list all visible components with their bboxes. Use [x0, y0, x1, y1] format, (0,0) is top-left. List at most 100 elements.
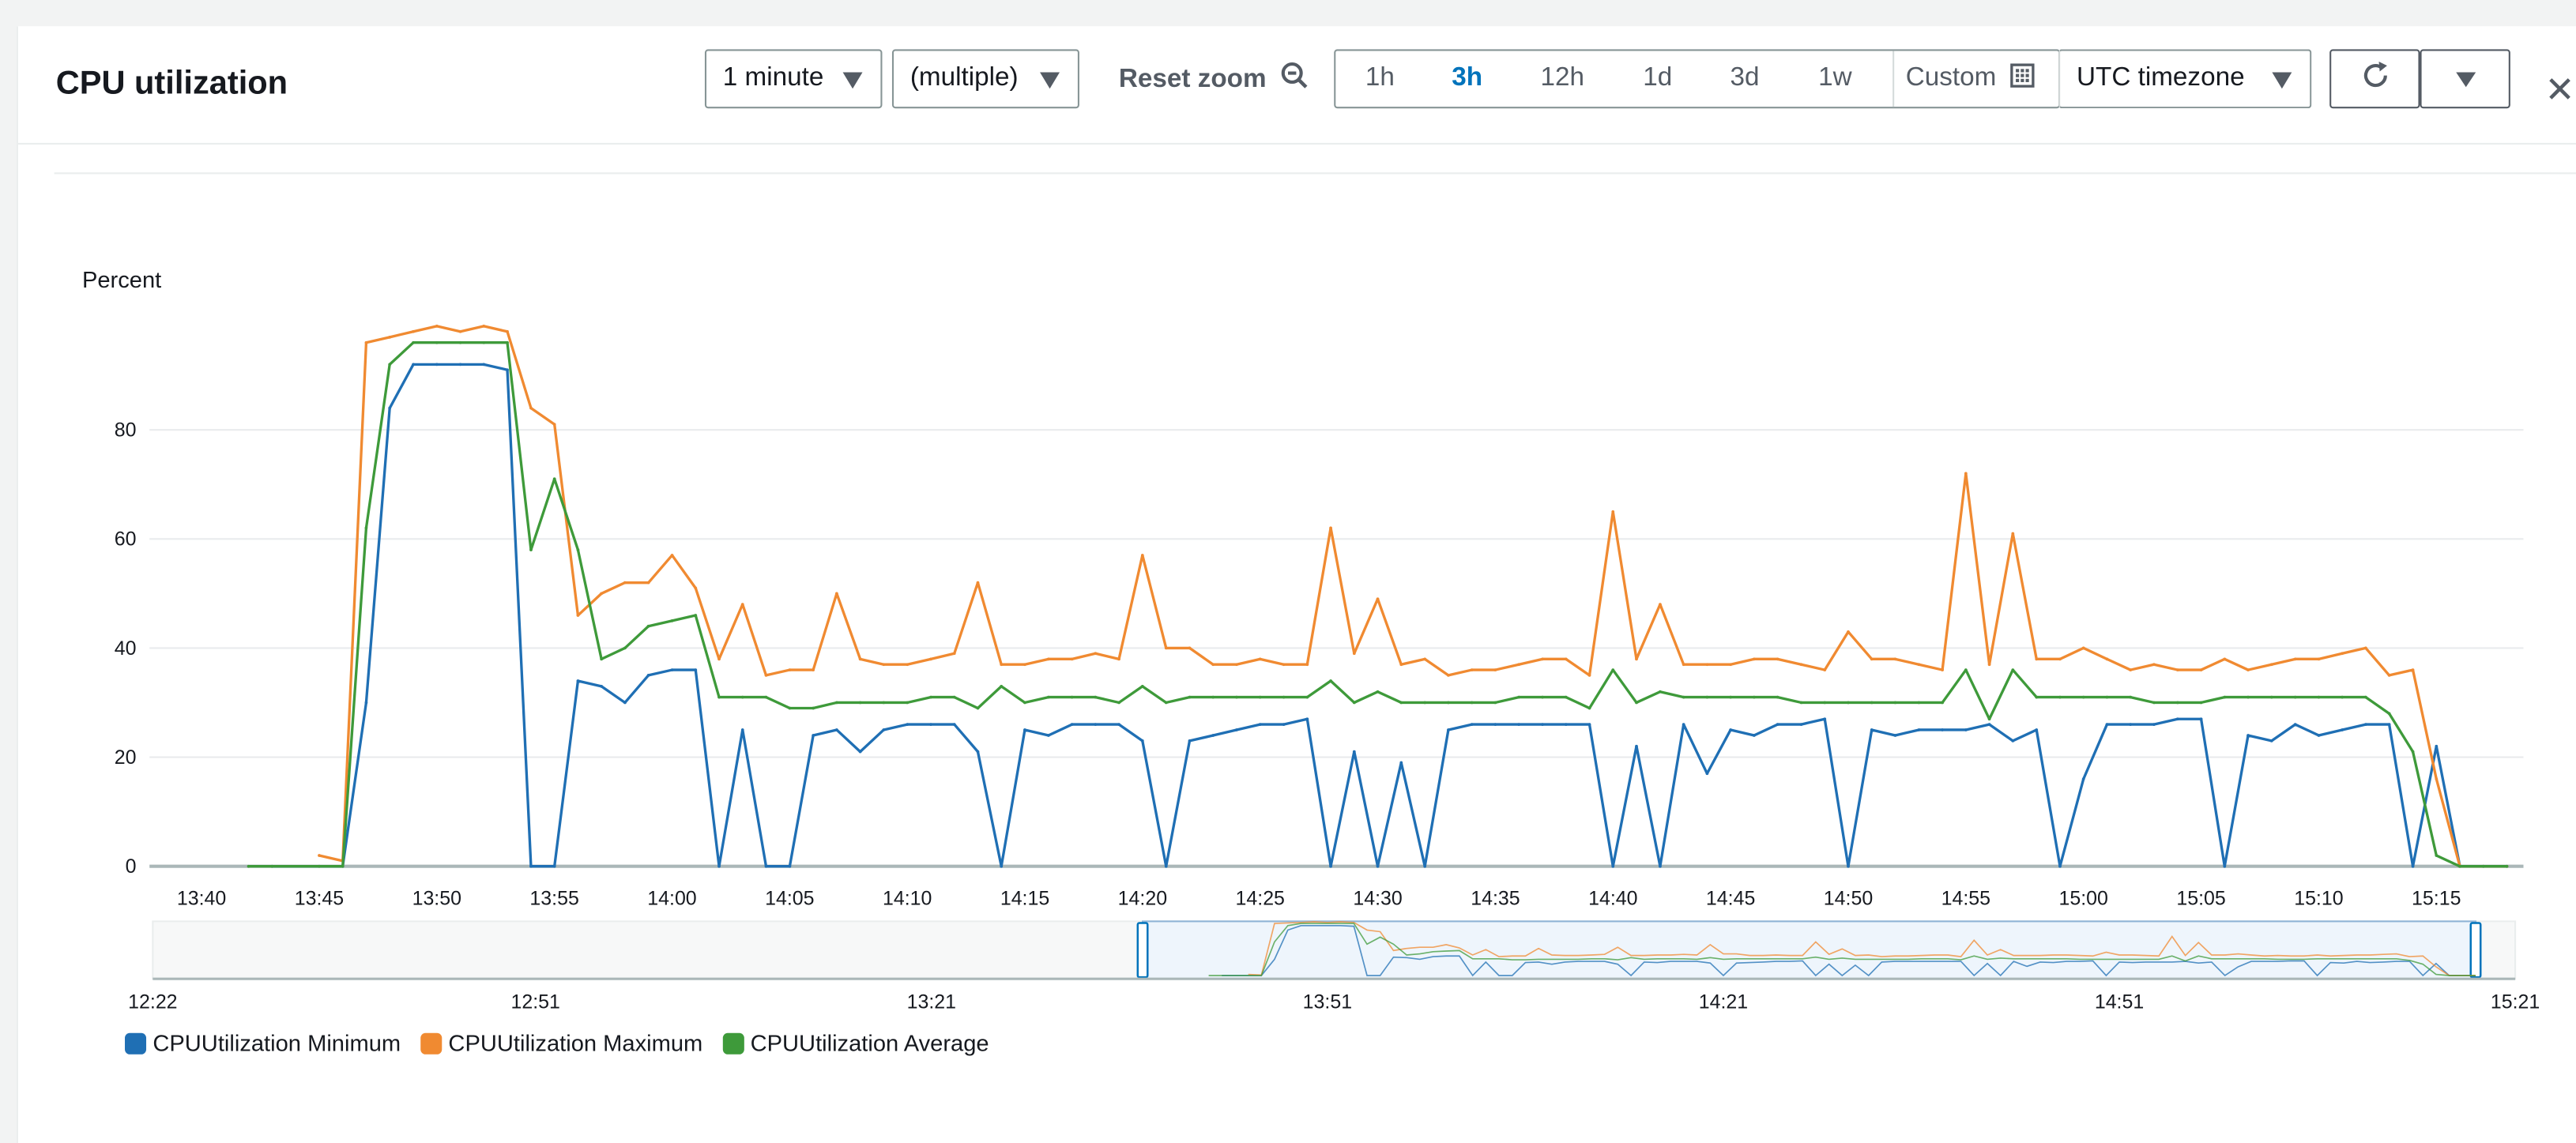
data-point-maximum	[1799, 663, 1803, 667]
data-point-maximum	[1752, 657, 1756, 661]
refresh-icon	[2359, 58, 2392, 100]
zoom-navigator[interactable]: 12:22 12:51 13:21 13:51 14:21 14:51 15:21	[18, 26, 2576, 1013]
legend-item-minimum[interactable]: CPUUtilization Minimum	[125, 1030, 401, 1056]
data-point-minimum	[458, 363, 462, 367]
y-tick-label: 20	[115, 746, 137, 769]
data-point-average	[2199, 701, 2203, 705]
data-point-average	[788, 706, 792, 710]
data-point-minimum	[2293, 723, 2297, 726]
series-line-minimum	[272, 363, 2507, 868]
data-point-average	[1164, 701, 1168, 705]
data-point-minimum	[1094, 723, 1098, 726]
data-point-minimum	[976, 750, 980, 754]
data-point-maximum	[2317, 657, 2321, 661]
x-tick-label: 14:00	[647, 888, 696, 910]
data-point-minimum	[1376, 864, 1380, 868]
data-point-minimum	[2341, 728, 2344, 731]
x-tick-label: 14:40	[1588, 888, 1637, 910]
data-point-maximum	[1470, 668, 1474, 671]
legend-item-maximum[interactable]: CPUUtilization Maximum	[420, 1030, 702, 1056]
data-point-average	[1117, 701, 1120, 705]
data-point-maximum	[1258, 657, 1262, 661]
data-point-minimum	[882, 728, 886, 731]
data-point-maximum	[835, 592, 838, 596]
data-point-average	[1587, 706, 1591, 710]
data-point-average	[1917, 701, 1921, 705]
x-tick-label: 14:50	[1824, 888, 1873, 910]
range-1h[interactable]: 1h	[1365, 64, 1395, 92]
data-point-minimum	[1870, 728, 1874, 731]
data-point-minimum	[764, 864, 768, 868]
data-point-maximum	[1517, 663, 1520, 667]
data-point-average	[2246, 695, 2250, 699]
statistic-select[interactable]: (multiple)	[891, 49, 1079, 109]
data-point-maximum	[1305, 663, 1309, 667]
data-point-average	[906, 701, 910, 705]
data-point-maximum	[858, 657, 862, 661]
navigator-tick-label: 14:21	[1699, 991, 1748, 1013]
custom-range-button[interactable]: Custom	[1892, 51, 2036, 107]
x-tick-label: 13:45	[295, 888, 344, 910]
data-point-average	[2481, 864, 2485, 868]
data-point-maximum	[2105, 657, 2109, 661]
close-icon[interactable]: ✕	[2544, 69, 2575, 111]
x-tick-label: 14:20	[1118, 888, 1167, 910]
refresh-button[interactable]	[2329, 49, 2420, 109]
data-point-minimum	[1564, 723, 1568, 726]
data-point-minimum	[1023, 728, 1026, 731]
data-point-average	[2458, 864, 2461, 868]
reset-zoom-button[interactable]: Reset zoom	[1119, 61, 1309, 99]
data-point-maximum	[552, 423, 556, 427]
data-point-minimum	[1987, 723, 1991, 726]
range-3d[interactable]: 3d	[1730, 64, 1760, 92]
cpu-utilization-chart[interactable]: 0 20 40 60 80 13:40 13:45 13:50 13:55 14:00 14:05 1…	[18, 26, 2576, 913]
data-point-minimum	[2364, 723, 2367, 726]
data-point-maximum	[2246, 668, 2250, 671]
data-point-maximum	[1376, 597, 1380, 601]
data-point-average	[1376, 690, 1380, 694]
data-point-maximum	[1635, 657, 1638, 661]
data-point-maximum	[1823, 668, 1827, 671]
legend-label: CPUUtilization Minimum	[153, 1029, 401, 1056]
range-3h[interactable]: 3h	[1452, 64, 1483, 92]
data-point-maximum	[2364, 646, 2367, 650]
data-point-minimum	[2152, 723, 2156, 726]
data-point-average	[458, 340, 462, 344]
data-point-average	[1729, 695, 1732, 699]
data-point-average	[1964, 668, 1968, 671]
data-point-minimum	[600, 684, 604, 688]
range-1d[interactable]: 1d	[1643, 64, 1673, 92]
data-point-minimum	[694, 668, 698, 671]
data-point-average	[412, 340, 415, 344]
data-point-minimum	[1070, 723, 1074, 726]
data-point-maximum	[2081, 646, 2085, 650]
data-point-average	[529, 548, 533, 551]
data-point-minimum	[1941, 728, 1944, 731]
navigator-tick-label: 13:21	[907, 991, 956, 1013]
data-point-minimum	[788, 864, 792, 868]
data-point-minimum	[1211, 734, 1215, 737]
data-point-minimum	[1799, 723, 1803, 726]
data-point-average	[670, 619, 674, 622]
refresh-options-button[interactable]	[2420, 49, 2510, 109]
legend-item-average[interactable]: CPUUtilization Average	[722, 1030, 989, 1056]
y-tick-label: 60	[115, 528, 137, 551]
x-tick-label: 14:10	[883, 888, 932, 910]
data-point-minimum	[623, 701, 627, 705]
data-point-average	[1399, 701, 1403, 705]
data-point-maximum	[764, 674, 768, 677]
data-point-average	[1705, 695, 1709, 699]
data-point-average	[1282, 695, 1286, 699]
data-point-average	[1305, 695, 1309, 699]
metric-panel: CPU utilization 1 minute (multiple) Rese…	[16, 26, 2576, 1143]
data-point-minimum	[1000, 864, 1004, 868]
data-point-minimum	[1917, 728, 1921, 731]
data-point-average	[882, 701, 886, 705]
data-point-minimum	[906, 723, 910, 726]
data-point-average	[2035, 695, 2039, 699]
data-point-minimum	[1893, 734, 1897, 737]
period-select[interactable]: 1 minute	[704, 49, 883, 109]
range-12h[interactable]: 12h	[1540, 64, 1584, 92]
timezone-select[interactable]: UTC timezone	[2058, 49, 2312, 109]
range-1w[interactable]: 1w	[1818, 64, 1852, 92]
